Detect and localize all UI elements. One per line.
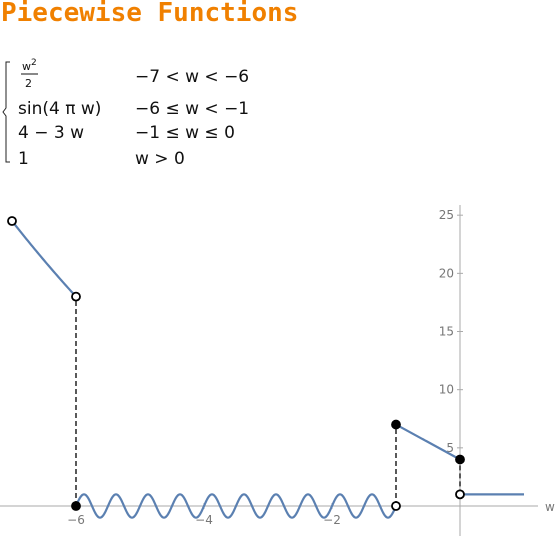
- case-4-expression: 1: [18, 149, 29, 169]
- curve-piece: [11, 220, 77, 298]
- page-title: Piecewise Functions: [1, 0, 299, 28]
- case-1-expression: w2: [22, 58, 37, 73]
- y-tick-label: 25: [439, 208, 454, 222]
- case-3-expression: 4 − 3 w: [18, 123, 84, 143]
- open-endpoint: [7, 216, 17, 226]
- open-endpoint: [391, 501, 401, 511]
- open-endpoint: [455, 489, 465, 500]
- case-1-denominator: 2: [25, 77, 32, 90]
- case-2-condition: −6 ≤ w < −1: [135, 99, 249, 119]
- piecewise-definition: w2 2 −7 < w < −6 sin(4 π w) −6 ≤ w < −1 …: [2, 58, 249, 169]
- curve-piece: [395, 423, 461, 461]
- closed-endpoint: [71, 501, 81, 511]
- case-2-expression: sin(4 π w): [18, 99, 101, 119]
- y-tick-label: 5: [446, 441, 454, 455]
- closed-endpoint: [455, 454, 465, 465]
- y-tick-label: 20: [439, 266, 454, 280]
- y-tick-label: 10: [439, 383, 454, 397]
- case-1-condition: −7 < w < −6: [135, 67, 249, 87]
- open-endpoint: [71, 291, 81, 302]
- x-tick-label: −2: [323, 513, 341, 527]
- piecewise-brace: [2, 61, 10, 163]
- closed-endpoint: [391, 419, 401, 430]
- curve-piece: [74, 493, 398, 519]
- x-axis-label: w: [545, 500, 555, 514]
- case-3-condition: −1 ≤ w ≤ 0: [135, 123, 235, 143]
- x-tick-label: −6: [67, 513, 85, 527]
- x-tick-label: −4: [195, 513, 213, 527]
- case-4-condition: w > 0: [135, 149, 185, 169]
- y-tick-label: 15: [439, 325, 454, 339]
